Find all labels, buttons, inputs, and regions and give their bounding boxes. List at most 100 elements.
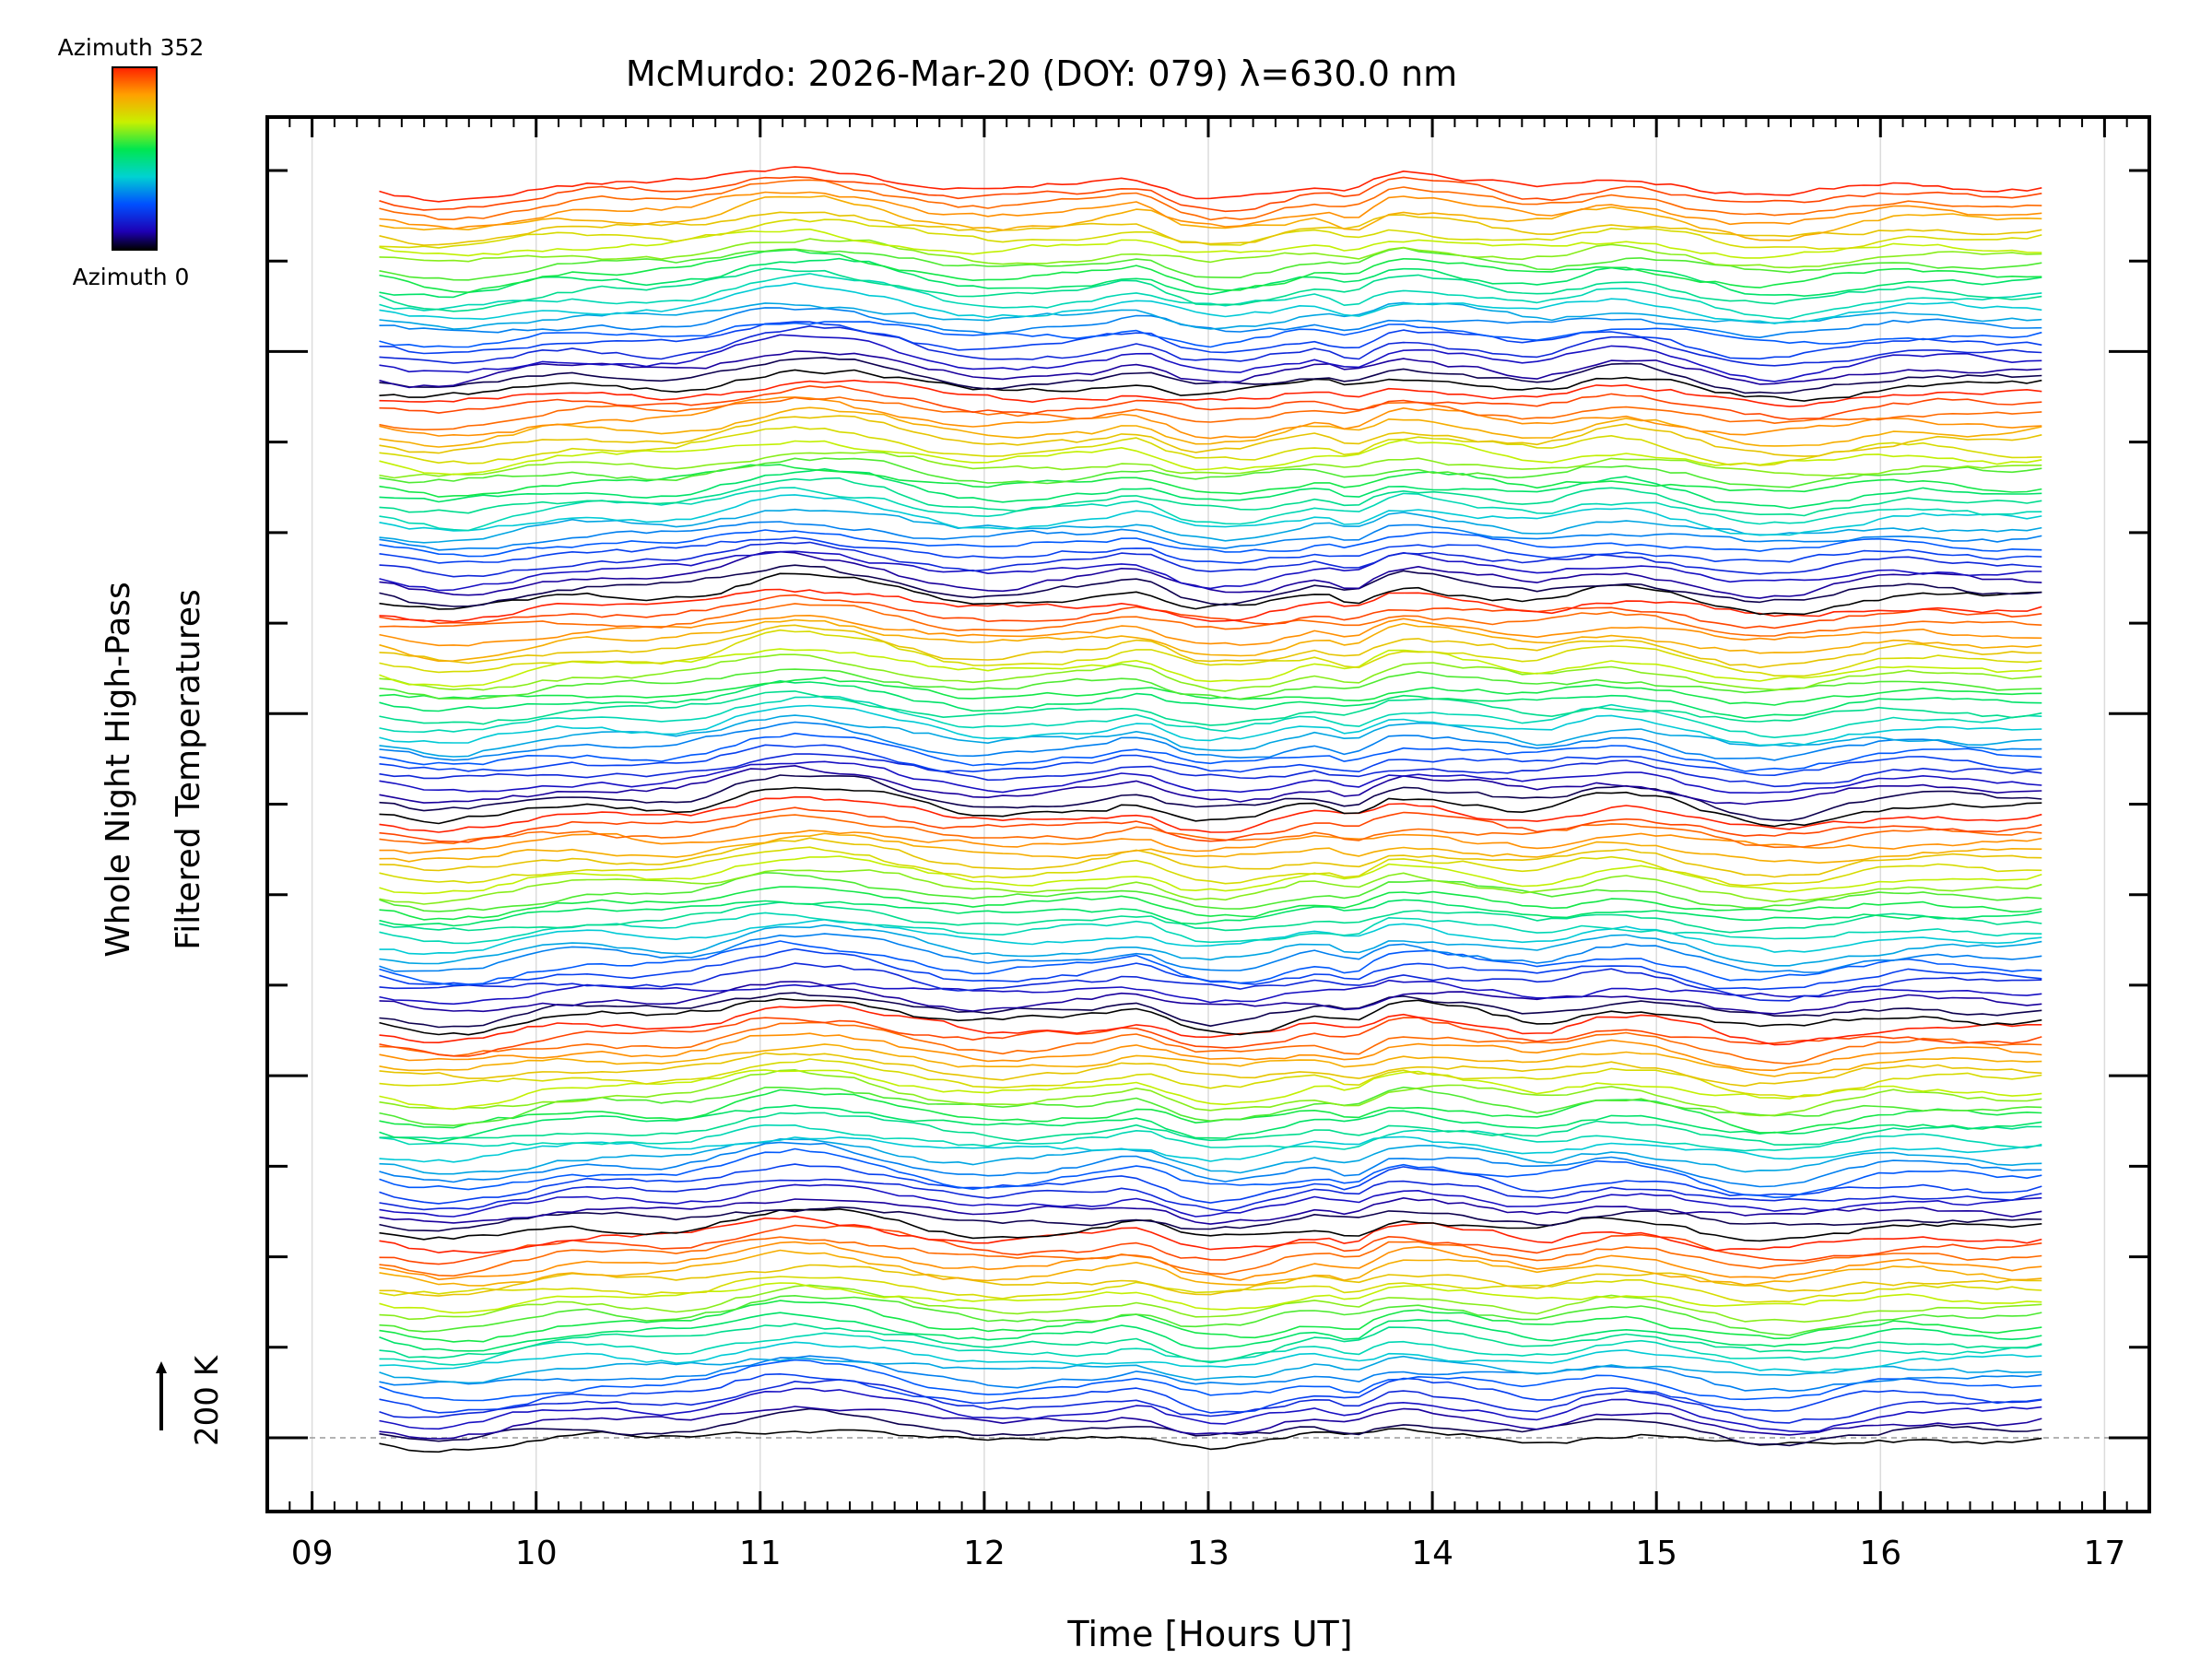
trace-azimuth-31-122 bbox=[379, 350, 2042, 389]
trace-azimuth-214-134 bbox=[379, 246, 2042, 281]
trace-azimuth-184-132 bbox=[379, 257, 2042, 299]
trace-azimuth-153-34 bbox=[379, 1124, 2042, 1152]
trace-azimuth-15-121 bbox=[379, 357, 2042, 394]
trace-azimuth-337-22 bbox=[379, 1224, 2042, 1265]
trace-azimuth-0-24 bbox=[379, 1208, 2042, 1242]
trace-azimuth-31-50 bbox=[379, 981, 2042, 1015]
trace-azimuth-291-43 bbox=[379, 1043, 2042, 1077]
chart-title: McMurdo: 2026-Mar-20 (DOY: 079) λ=630.0 … bbox=[626, 53, 1457, 94]
trace-azimuth-77-53 bbox=[379, 947, 2042, 991]
trace-azimuth-291-19 bbox=[379, 1249, 2042, 1287]
trace-azimuth-15-73 bbox=[379, 774, 2042, 822]
traces bbox=[379, 166, 2042, 1453]
trace-azimuth-107-7 bbox=[379, 1355, 2042, 1392]
trace-azimuth-321-141 bbox=[379, 179, 2042, 221]
trace-azimuth-61-124 bbox=[379, 324, 2042, 367]
trace-azimuth-352-47 bbox=[379, 1004, 2042, 1046]
scale-bar: 200 K bbox=[156, 1354, 226, 1446]
trace-azimuth-168-83 bbox=[379, 690, 2042, 726]
trace-azimuth-138-9 bbox=[379, 1341, 2042, 1373]
trace-azimuth-107-127 bbox=[379, 307, 2042, 339]
trace-azimuth-61-28 bbox=[379, 1178, 2042, 1212]
trace-azimuth-321-69 bbox=[379, 814, 2042, 849]
trace-azimuth-352-119 bbox=[379, 379, 2042, 407]
trace-azimuth-306-140 bbox=[379, 191, 2042, 230]
trace-azimuth-306-20 bbox=[379, 1241, 2042, 1281]
colorbar-bottom-label: Azimuth 0 bbox=[73, 264, 190, 290]
trace-azimuth-199-133 bbox=[379, 249, 2042, 294]
trace-azimuth-230-87 bbox=[379, 653, 2042, 692]
trace-azimuth-199-85 bbox=[379, 677, 2042, 706]
trace-azimuth-107-103 bbox=[379, 521, 2042, 551]
trace-azimuth-61-4 bbox=[379, 1379, 2042, 1424]
trace-azimuth-77-125 bbox=[379, 321, 2042, 360]
trace-azimuth-61-100 bbox=[379, 541, 2042, 578]
trace-azimuth-230-15 bbox=[379, 1284, 2042, 1323]
trace-azimuth-214-14 bbox=[379, 1295, 2042, 1336]
trace-azimuth-306-68 bbox=[379, 830, 2042, 854]
x-tick-label-09: 09 bbox=[291, 1535, 334, 1572]
x-tick-label-15: 15 bbox=[1635, 1535, 1677, 1572]
trace-azimuth-0-0 bbox=[379, 1428, 2042, 1453]
colorbar bbox=[112, 66, 158, 251]
trace-azimuth-0-72 bbox=[379, 786, 2042, 828]
trace-azimuth-168-35 bbox=[379, 1112, 2042, 1146]
trace-azimuth-260-113 bbox=[379, 426, 2042, 466]
trace-azimuth-138-33 bbox=[379, 1135, 2042, 1163]
trace-azimuth-352-71 bbox=[379, 795, 2042, 833]
trace-azimuth-321-93 bbox=[379, 603, 2042, 637]
trace-azimuth-230-111 bbox=[379, 451, 2042, 479]
trace-azimuth-77-29 bbox=[379, 1163, 2042, 1205]
trace-azimuth-168-59 bbox=[379, 901, 2042, 934]
trace-azimuth-260-89 bbox=[379, 629, 2042, 677]
trace-azimuth-321-45 bbox=[379, 1021, 2042, 1065]
trace-azimuth-15-49 bbox=[379, 992, 2042, 1029]
x-tick-label-12: 12 bbox=[963, 1535, 1006, 1572]
trace-azimuth-291-139 bbox=[379, 194, 2042, 241]
trace-azimuth-31-26 bbox=[379, 1197, 2042, 1225]
trace-azimuth-107-79 bbox=[379, 721, 2042, 761]
trace-azimuth-260-17 bbox=[379, 1276, 2042, 1303]
trace-azimuth-138-129 bbox=[379, 282, 2042, 324]
trace-azimuth-46-99 bbox=[379, 550, 2042, 592]
scale-arrow-head bbox=[156, 1361, 167, 1373]
trace-azimuth-15-25 bbox=[379, 1206, 2042, 1232]
trace-azimuth-337-70 bbox=[379, 806, 2042, 843]
trace-azimuth-260-65 bbox=[379, 846, 2042, 887]
trace-azimuth-184-12 bbox=[379, 1312, 2042, 1352]
trace-azimuth-214-110 bbox=[379, 457, 2042, 488]
trace-azimuth-245-136 bbox=[379, 228, 2042, 259]
trace-azimuth-214-38 bbox=[379, 1086, 2042, 1126]
trace-azimuth-168-11 bbox=[379, 1323, 2042, 1363]
trace-azimuth-199-61 bbox=[379, 886, 2042, 921]
colorbar-top-label: Azimuth 352 bbox=[58, 34, 205, 61]
trace-azimuth-245-64 bbox=[379, 855, 2042, 895]
trace-azimuth-168-107 bbox=[379, 477, 2042, 517]
trace-azimuth-291-115 bbox=[379, 406, 2042, 448]
trace-azimuth-153-82 bbox=[379, 695, 2042, 739]
trace-azimuth-275-18 bbox=[379, 1264, 2042, 1297]
trace-azimuth-199-13 bbox=[379, 1300, 2042, 1343]
x-axis-label: Time [Hours UT] bbox=[1066, 1614, 1352, 1654]
trace-azimuth-245-16 bbox=[379, 1282, 2042, 1314]
trace-azimuth-46-51 bbox=[379, 979, 2042, 1006]
trace-azimuth-275-114 bbox=[379, 415, 2042, 457]
trace-azimuth-337-142 bbox=[379, 176, 2042, 213]
trace-azimuth-138-105 bbox=[379, 494, 2042, 536]
x-tick-label-10: 10 bbox=[515, 1535, 558, 1572]
trace-azimuth-46-27 bbox=[379, 1183, 2042, 1218]
trace-azimuth-92-30 bbox=[379, 1147, 2042, 1198]
trace-azimuth-46-75 bbox=[379, 760, 2042, 794]
trace-azimuth-306-92 bbox=[379, 614, 2042, 647]
trace-azimuth-122-56 bbox=[379, 924, 2042, 967]
trace-azimuth-138-81 bbox=[379, 704, 2042, 747]
trace-azimuth-122-8 bbox=[379, 1355, 2042, 1384]
x-tick-label-16: 16 bbox=[1859, 1535, 1901, 1572]
trace-azimuth-245-112 bbox=[379, 439, 2042, 476]
trace-azimuth-15-97 bbox=[379, 564, 2042, 607]
scale-label: 200 K bbox=[189, 1354, 226, 1446]
trace-azimuth-321-21 bbox=[379, 1236, 2042, 1277]
trace-azimuth-214-86 bbox=[379, 668, 2042, 700]
y-axis-label-line2: Filtered Temperatures bbox=[170, 589, 207, 950]
